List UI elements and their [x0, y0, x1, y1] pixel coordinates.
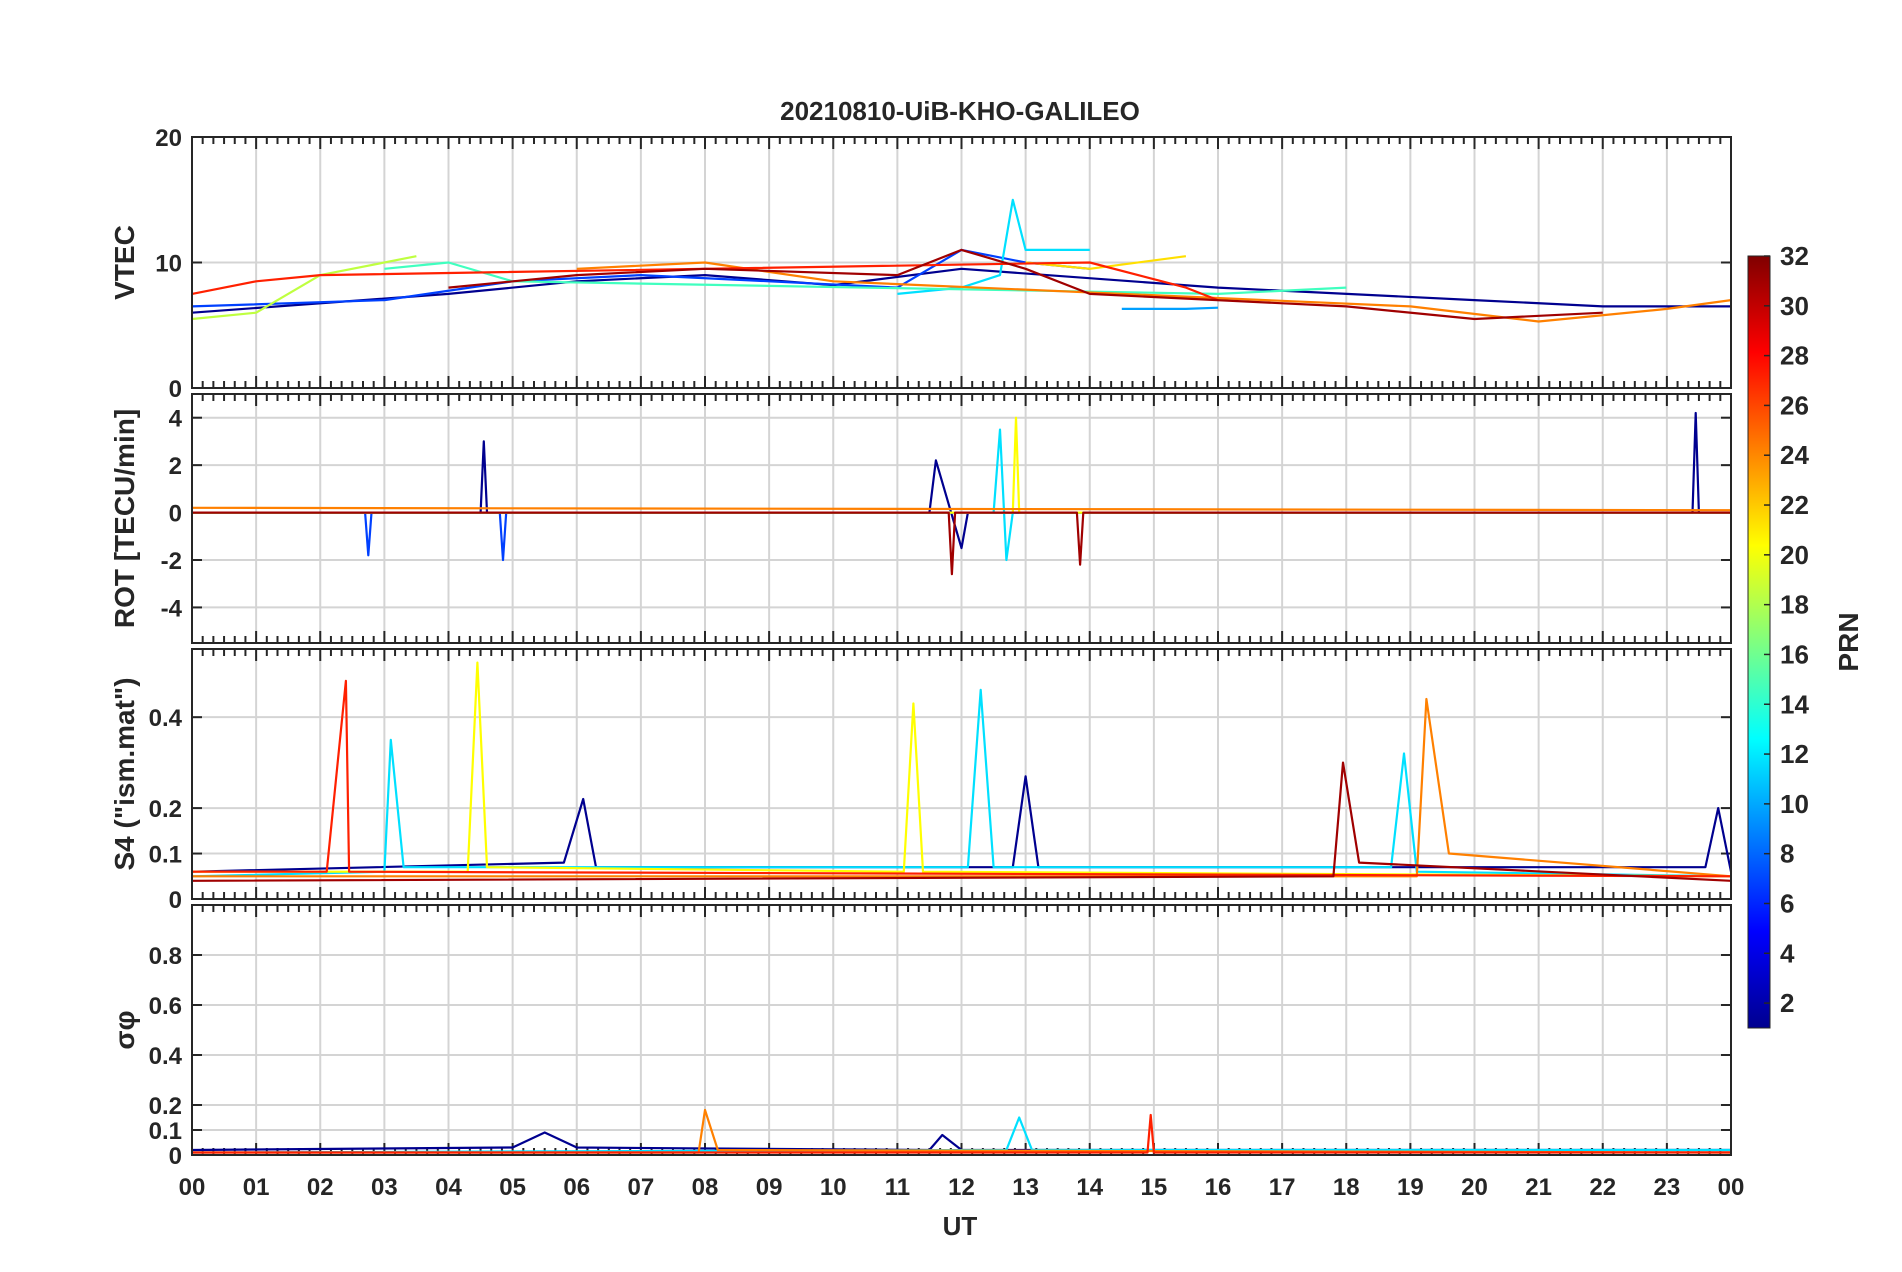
colorbar-tick-label: 26 [1780, 390, 1809, 420]
series-prn-31 [448, 248, 1603, 321]
panel-3: 0 0.1 0.2 0.4 S4 ("ism.mat") [109, 648, 1733, 914]
x-tick-label: 06 [563, 1174, 590, 1201]
colorbar-tick-label: 16 [1780, 639, 1809, 669]
y-tick-label: 0 [169, 501, 182, 528]
series-prn-1 [191, 1131, 1731, 1152]
colorbar-tick-label: 18 [1780, 590, 1809, 620]
y-tick-label: 0.4 [149, 1043, 183, 1070]
colorbar-label: PRN [1833, 612, 1864, 671]
x-tick-label: 09 [756, 1174, 783, 1201]
x-axis-label: UT [943, 1211, 978, 1241]
x-tick-label: 18 [1333, 1174, 1360, 1201]
series-prn-31 [191, 761, 1732, 882]
x-tick-label: 12 [948, 1174, 975, 1201]
y-axis-label: S4 ("ism.mat") [109, 677, 140, 870]
x-tick-label: 02 [307, 1174, 334, 1201]
colorbar-tick-label: 14 [1780, 689, 1809, 719]
x-tick-label: 07 [628, 1174, 655, 1201]
y-tick-label: -2 [161, 548, 182, 575]
panel-4: 00.10.2 0.4 0.6 0.8 σφ [109, 904, 1732, 1170]
x-tick-label: 11 [885, 1174, 910, 1201]
y-tick-label: -4 [161, 595, 183, 622]
colorbar-tick-label: 6 [1780, 888, 1794, 918]
x-tick-label: 03 [371, 1174, 398, 1201]
y-tick-label: 0.4 [149, 705, 183, 732]
y-axis-label: σφ [109, 1010, 140, 1049]
y-axis-label: ROT [TECU/min] [109, 409, 140, 628]
axes-frame [191, 136, 1732, 389]
y-tick-label: 0.2 [149, 1093, 182, 1120]
series-prn-19 [191, 255, 417, 321]
series-prn-27 [192, 679, 1732, 878]
y-tick-label: 2 [169, 453, 182, 480]
x-tick-label: 23 [1654, 1174, 1681, 1201]
colorbar-gradient [1747, 255, 1771, 1029]
x-tick-label: 19 [1397, 1174, 1424, 1201]
x-tick-label: 00 [179, 1174, 206, 1201]
panel-2: -4 -2 0 2 4 ROT [TECU/min] [109, 393, 1732, 644]
series-prn-27 [192, 1113, 1731, 1154]
y-tick-label: 0 [169, 1143, 182, 1170]
colorbar-tick-label: 30 [1780, 291, 1809, 321]
series-prn-1 [192, 411, 1731, 550]
y-tick-label: 4 [169, 406, 183, 433]
axes-frame [191, 393, 1732, 644]
x-tick-label: 04 [435, 1174, 462, 1201]
y-tick-label: 0 [169, 376, 182, 403]
x-tick-label: 21 [1525, 1174, 1552, 1201]
colorbar-tick-label: 8 [1780, 839, 1794, 869]
y-tick-label: 0.1 [149, 1118, 182, 1145]
colorbar-tick-label: 12 [1780, 739, 1809, 769]
x-tick-label: 20 [1461, 1174, 1488, 1201]
y-axis-label: VTEC [109, 225, 140, 300]
x-tick-label: 22 [1589, 1174, 1616, 1201]
colorbar-tick-label: 32 [1780, 241, 1809, 271]
series-prn-10 [1121, 306, 1219, 310]
figure-title: 20210810-UiB-KHO-GALILEO [780, 96, 1140, 126]
x-tick-label: 08 [692, 1174, 719, 1201]
y-tick-label: 0.2 [149, 796, 182, 823]
colorbar-tick-label: 20 [1780, 540, 1809, 570]
x-tick-label: 13 [1012, 1174, 1039, 1201]
x-axis: 00 01 02 03 04 05 06 07 08 09 10 11 12 13 14 15 16 17 18 19… [179, 1174, 1745, 1201]
x-tick-label: 17 [1269, 1174, 1296, 1201]
series-prn-24 [192, 697, 1732, 878]
series-prn-31 [192, 511, 1731, 576]
colorbar-tick-label: 22 [1780, 490, 1809, 520]
panel-1: 0 10 20 VTEC [109, 125, 1732, 403]
series-prn-21 [1025, 255, 1187, 270]
colorbar-tick-label: 24 [1780, 440, 1809, 470]
y-tick-label: 0.6 [149, 993, 182, 1020]
series-prn-24 [191, 506, 1732, 512]
x-tick-label: 05 [499, 1174, 526, 1201]
y-tick-label: 0 [169, 887, 182, 914]
series-prn-12 [191, 688, 1732, 878]
axes-frame [191, 904, 1732, 1156]
x-tick-label: 01 [243, 1174, 270, 1201]
x-tick-label: 16 [1205, 1174, 1232, 1201]
y-tick-label: 0.8 [149, 943, 182, 970]
series-prn-24 [576, 261, 1732, 323]
colorbar-tick-label: 2 [1780, 988, 1794, 1018]
y-tick-label: 10 [155, 251, 182, 278]
x-tick-label: 15 [1141, 1174, 1168, 1201]
series-prn-1 [191, 775, 1733, 873]
y-tick-label: 20 [155, 125, 182, 152]
axes-frame [191, 648, 1732, 900]
series-prn-4 [191, 248, 1090, 308]
colorbar-tick-label: 4 [1780, 938, 1795, 968]
x-tick-label: 10 [820, 1174, 847, 1201]
y-tick-label: 0.1 [149, 842, 182, 869]
series-prn-20 [192, 661, 1732, 878]
x-tick-label: 00 [1718, 1174, 1745, 1201]
colorbar-tick-label: 28 [1780, 341, 1809, 371]
series-prn-1 [191, 267, 1731, 314]
x-tick-label: 14 [1076, 1174, 1103, 1201]
colorbar-tick-label: 10 [1780, 789, 1809, 819]
